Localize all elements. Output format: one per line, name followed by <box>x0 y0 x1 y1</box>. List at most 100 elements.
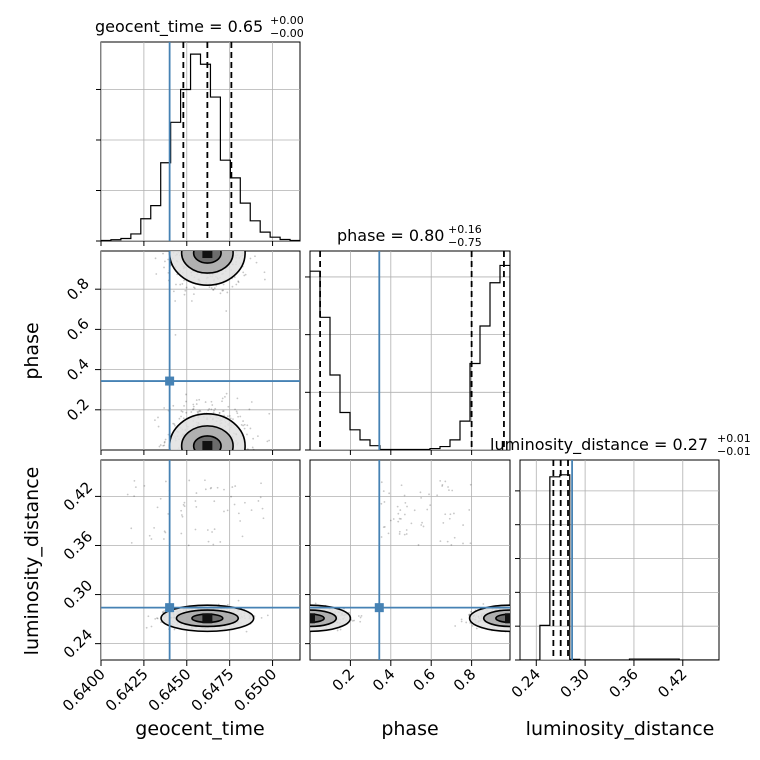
sample-point <box>211 477 213 479</box>
sample-point <box>276 615 278 617</box>
sample-point <box>184 289 187 292</box>
sample-point <box>306 615 308 617</box>
sample-point <box>243 427 246 430</box>
sample-point <box>382 526 385 529</box>
sample-point <box>166 452 168 454</box>
sample-point <box>200 467 202 469</box>
sample-point <box>550 621 552 623</box>
sample-point <box>512 618 514 620</box>
sample-point <box>221 397 224 400</box>
sample-point <box>468 613 471 616</box>
sample-point <box>291 617 293 619</box>
sample-point <box>251 446 254 449</box>
sample-point <box>192 453 194 455</box>
sample-point <box>193 246 195 248</box>
sample-point <box>255 243 257 245</box>
sample-point <box>405 529 408 531</box>
sample-point <box>190 300 193 302</box>
hist-geocent-time <box>101 42 300 241</box>
sample-point <box>173 423 176 426</box>
sample-point <box>217 234 219 236</box>
sample-point <box>297 619 299 621</box>
sample-point <box>460 620 463 623</box>
sample-point <box>213 235 215 237</box>
sample-point <box>224 395 226 398</box>
sample-point <box>156 617 158 620</box>
sample-point <box>183 279 185 282</box>
sample-point <box>148 534 151 537</box>
sample-point <box>194 528 197 531</box>
sample-point <box>195 232 197 234</box>
sample-point <box>289 619 291 621</box>
sample-point <box>213 409 215 412</box>
sample-point <box>231 243 233 245</box>
sample-point <box>198 409 201 412</box>
sample-point <box>191 235 193 237</box>
sample-point <box>224 457 226 459</box>
sample-point <box>178 417 181 420</box>
sample-point <box>223 488 225 491</box>
sample-point <box>195 399 198 402</box>
sample-point <box>291 615 293 617</box>
sample-point <box>156 617 159 620</box>
sample-point <box>237 281 240 284</box>
sample-point <box>296 605 298 607</box>
sample-point <box>195 462 197 464</box>
sample-point <box>515 615 517 617</box>
sample-point <box>532 611 534 613</box>
sample-point <box>515 623 517 625</box>
title-geocent-time-plus: +0.00 <box>270 14 304 27</box>
sample-point <box>516 615 518 617</box>
sample-point <box>308 617 310 619</box>
sample-point <box>266 440 269 443</box>
sample-point <box>292 619 294 621</box>
sample-point <box>453 512 455 515</box>
sample-point <box>239 520 242 522</box>
sample-point <box>189 456 191 458</box>
xlabel-luminosity-distance: luminosity_distance <box>526 718 715 740</box>
sample-point <box>539 611 541 613</box>
sample-point <box>163 530 166 533</box>
sample-point <box>221 234 223 236</box>
sample-point <box>193 467 195 469</box>
sample-point <box>308 611 310 613</box>
sample-point <box>207 540 210 543</box>
sample-point <box>172 404 175 407</box>
sample-point <box>516 612 518 614</box>
sample-point <box>216 231 218 233</box>
sample-point <box>208 242 210 244</box>
sample-point <box>163 440 166 443</box>
sample-point <box>262 517 265 520</box>
sample-point <box>439 540 442 542</box>
sample-point <box>527 619 529 621</box>
sample-point <box>243 237 245 239</box>
sample-point <box>236 246 238 248</box>
sample-point <box>285 618 287 620</box>
sample-point <box>210 450 212 452</box>
sample-point <box>539 615 541 617</box>
sample-point <box>482 603 485 605</box>
sample-point <box>162 251 165 252</box>
xtick-label-geocent-time-0: 0.6400 <box>59 665 109 715</box>
sample-point <box>302 615 304 617</box>
sample-point <box>223 451 225 453</box>
sample-point <box>512 613 514 615</box>
sample-point <box>211 404 214 406</box>
sample-point <box>209 235 211 237</box>
sample-point <box>183 501 186 504</box>
sample-point <box>521 618 523 620</box>
sample-point <box>204 457 206 459</box>
sample-point <box>512 616 514 618</box>
sample-point <box>388 492 391 495</box>
sample-point <box>207 245 209 247</box>
sample-point <box>213 455 215 457</box>
sample-point <box>301 618 303 620</box>
sample-point <box>204 212 206 214</box>
sample-point <box>307 624 309 626</box>
sample-point <box>284 620 286 622</box>
p21-left-peak <box>310 613 315 624</box>
sample-point <box>359 620 362 623</box>
sample-point <box>298 609 300 611</box>
sample-point <box>183 456 185 458</box>
sample-point <box>403 533 406 536</box>
